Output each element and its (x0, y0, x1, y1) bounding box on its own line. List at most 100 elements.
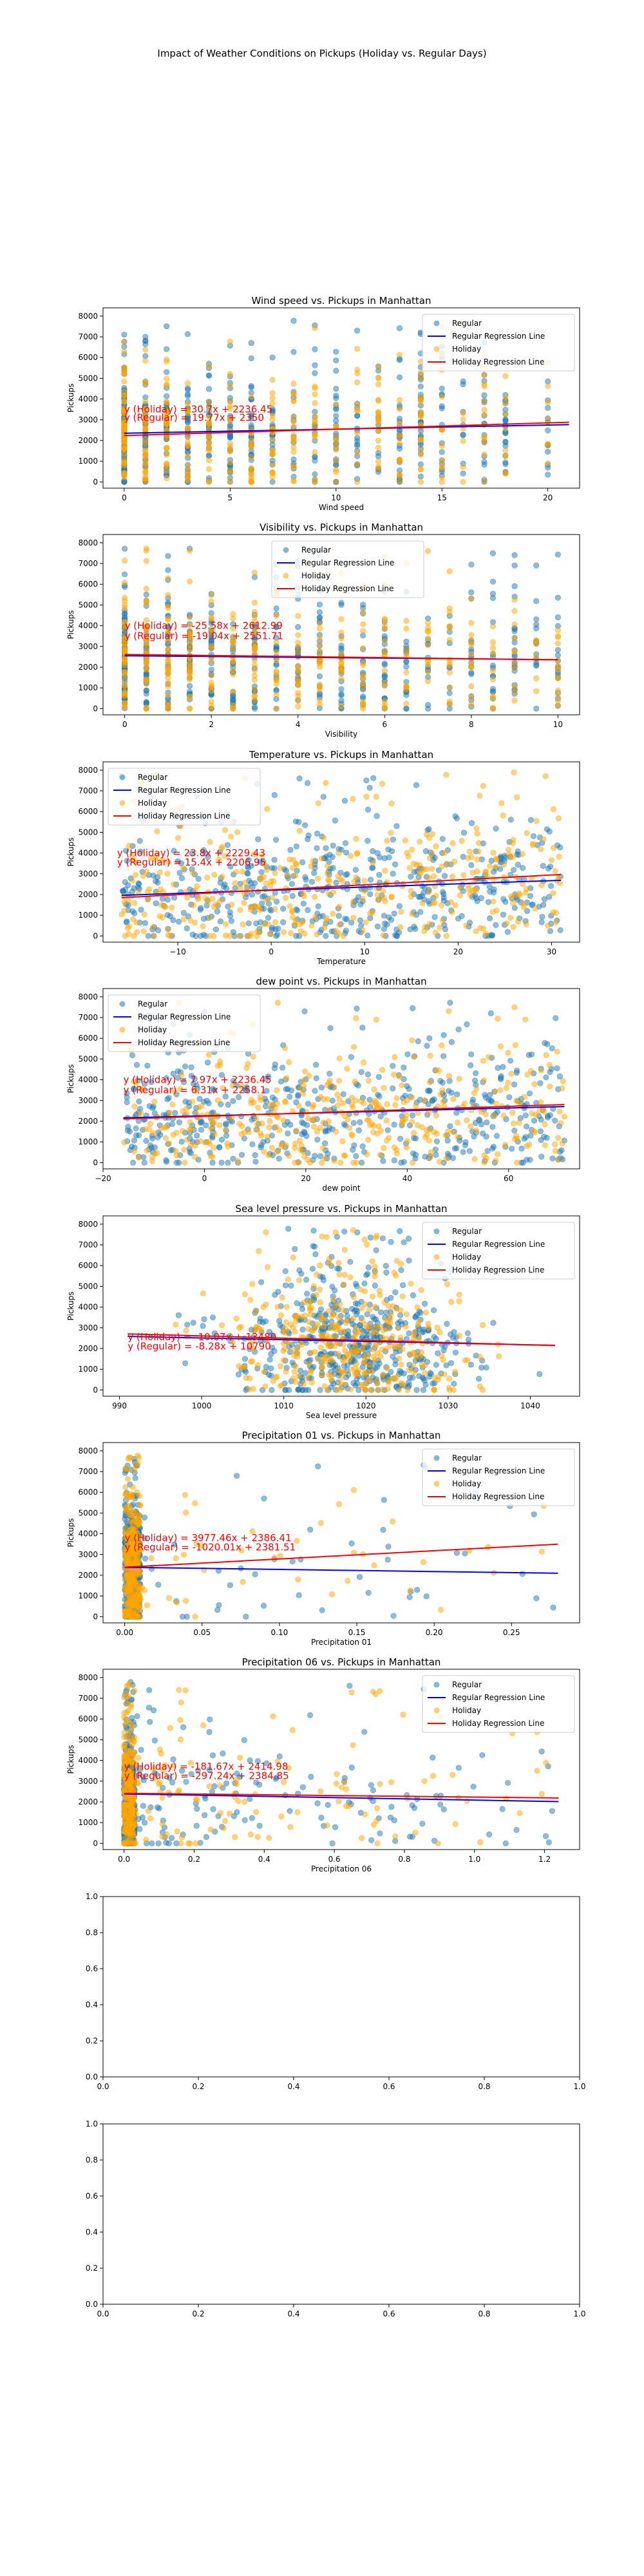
holiday-point (129, 877, 136, 884)
holiday-point (205, 363, 213, 370)
regular-point (136, 1132, 142, 1139)
holiday-point (121, 388, 128, 395)
regular-point (143, 1137, 149, 1144)
holiday-point (229, 901, 235, 908)
regular-point (245, 920, 252, 927)
holiday-point (396, 352, 403, 358)
regular-point (426, 1088, 433, 1094)
x-tick-label: 40 (402, 1174, 412, 1183)
y-tick-label: 0 (93, 1385, 98, 1394)
regular-point (263, 1088, 270, 1094)
regular-point (493, 922, 499, 928)
holiday-point (510, 900, 516, 906)
regular-point (460, 381, 466, 388)
holiday-point (533, 641, 540, 647)
regular-point (166, 1095, 172, 1101)
y-tick-label: 7000 (78, 1240, 98, 1249)
holiday-point (361, 878, 368, 884)
holiday-point (313, 1292, 319, 1298)
axes-frame (102, 534, 580, 715)
holiday-point (417, 412, 424, 419)
y-tick-label: 8000 (78, 992, 98, 1001)
regular-point (275, 1289, 281, 1295)
regular-point (205, 854, 211, 860)
holiday-point (230, 667, 236, 673)
holiday-point (227, 405, 233, 412)
y-tick-label: 8000 (78, 312, 98, 321)
holiday-point (283, 1303, 290, 1310)
holiday-point (205, 1052, 213, 1058)
holiday-point (502, 469, 509, 477)
holiday-point (264, 806, 270, 812)
holiday-point (267, 931, 274, 937)
y-tick-label: 8000 (78, 766, 98, 775)
holiday-point (269, 400, 276, 406)
regular-point (533, 705, 540, 712)
holiday-point (333, 466, 339, 473)
holiday-point (274, 1087, 280, 1094)
regular-point (375, 453, 382, 460)
regular-point (504, 929, 511, 935)
holiday-point (480, 1077, 488, 1084)
regular-point (403, 705, 410, 712)
holiday-point (368, 1330, 375, 1336)
x-tick-label: 6 (382, 720, 387, 729)
regular-point (412, 1313, 419, 1320)
holiday-point (439, 863, 445, 870)
regular-point (357, 917, 364, 923)
regular-point (468, 669, 475, 676)
regular-point (462, 1550, 468, 1557)
holiday-point (397, 1334, 404, 1341)
regular-point (350, 1120, 357, 1126)
regular-point (545, 404, 551, 411)
holiday-point (121, 423, 128, 430)
holiday-point (350, 1315, 357, 1322)
regular-point (381, 661, 388, 668)
holiday-point (319, 1371, 325, 1378)
holiday-point (477, 792, 483, 799)
holiday-point (366, 1376, 373, 1383)
holiday-point (256, 929, 262, 935)
regular-point (404, 1051, 411, 1057)
holiday-point (468, 650, 475, 658)
holiday-point (403, 1311, 410, 1318)
holiday-point (241, 900, 247, 906)
holiday-point (490, 849, 497, 856)
y-axis-label: Pickups (66, 1292, 75, 1321)
holiday-point (184, 433, 191, 440)
x-tick-label: 8 (469, 720, 474, 729)
holiday-point (121, 370, 128, 377)
holiday-point (338, 629, 345, 636)
holiday-point (489, 650, 497, 657)
holiday-point (208, 705, 214, 712)
subplot-3: y (Holiday) = 23.8x + 2229.43y (Regular)… (66, 749, 580, 966)
holiday-point (121, 439, 128, 446)
holiday-point (439, 457, 445, 464)
regular-point (302, 822, 308, 829)
holiday-point (301, 1068, 308, 1075)
holiday-point (292, 873, 299, 879)
regular-point (167, 913, 173, 920)
holiday-point (333, 446, 339, 453)
regular-point (323, 933, 329, 939)
axes-frame (102, 307, 580, 489)
holiday-point (144, 896, 151, 903)
regular-point (222, 1093, 229, 1100)
holiday-point (337, 1159, 344, 1166)
holiday-point (460, 478, 466, 485)
regular-point (547, 863, 554, 870)
regular-point (131, 1086, 137, 1093)
holiday-point (486, 1054, 492, 1060)
holiday-point (187, 1119, 193, 1126)
holiday-point (248, 470, 254, 477)
holiday-point (242, 1291, 248, 1298)
holiday-point (469, 887, 475, 894)
y-tick-label: 2000 (78, 890, 98, 899)
holiday-point (481, 383, 488, 390)
holiday-point (364, 1151, 370, 1157)
holiday-point (289, 914, 296, 921)
holiday-point (320, 1119, 327, 1126)
holiday-point (360, 683, 366, 690)
holiday-point (263, 1302, 269, 1308)
regular-point (363, 1272, 370, 1278)
